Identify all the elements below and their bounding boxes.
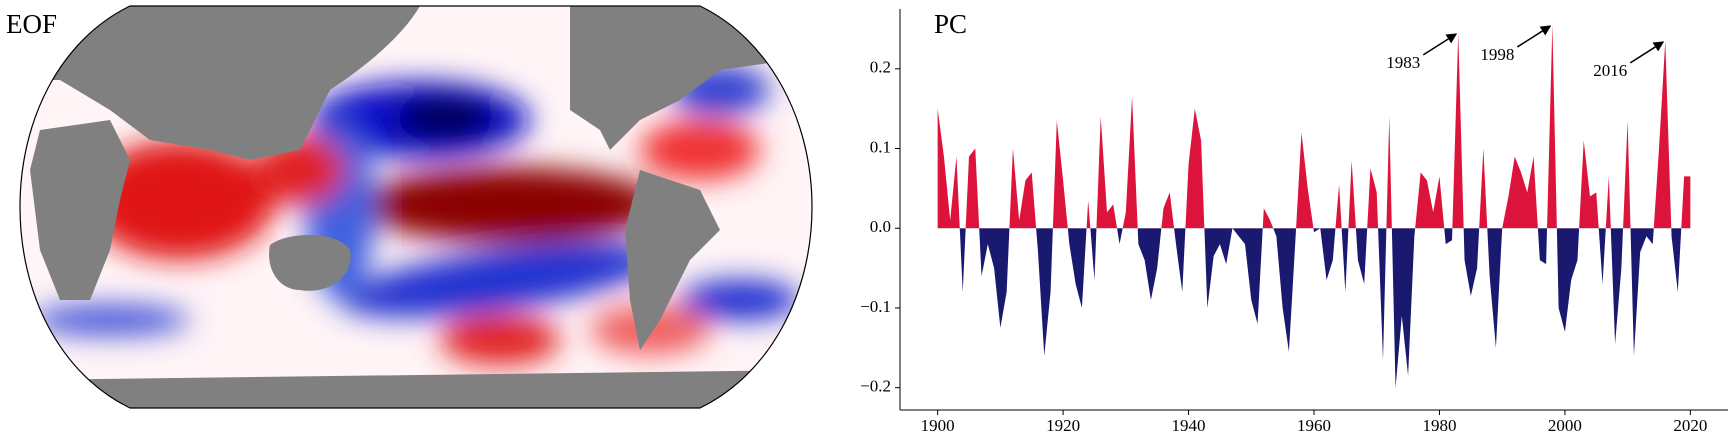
y-tick-label: −0.1 bbox=[860, 297, 891, 316]
x-tick-label: 2000 bbox=[1548, 416, 1582, 435]
annotation-label: 2016 bbox=[1593, 61, 1627, 80]
x-tick-label: 1940 bbox=[1172, 416, 1206, 435]
chart-title: PC bbox=[934, 9, 967, 39]
annotation-arrow bbox=[1516, 25, 1552, 48]
annotation-label: 1983 bbox=[1386, 53, 1420, 72]
map-outline bbox=[19, 5, 813, 409]
annotation-arrow bbox=[1629, 41, 1665, 64]
y-tick-label: 0.2 bbox=[870, 58, 891, 77]
x-tick-label: 1900 bbox=[921, 416, 955, 435]
y-tick-label: 0.0 bbox=[870, 217, 891, 236]
y-tick-label: 0.1 bbox=[870, 137, 891, 156]
annotation-arrow bbox=[1422, 33, 1458, 56]
annotation-label: 1998 bbox=[1480, 45, 1514, 64]
x-tick-label: 2020 bbox=[1673, 416, 1707, 435]
map-title: EOF bbox=[6, 9, 57, 39]
eof-map bbox=[20, 6, 812, 408]
y-tick-label: −0.2 bbox=[860, 377, 891, 396]
x-tick-label: 1960 bbox=[1297, 416, 1331, 435]
x-tick-label: 1980 bbox=[1422, 416, 1456, 435]
negative-area bbox=[937, 228, 1691, 388]
x-tick-label: 1920 bbox=[1046, 416, 1080, 435]
positive-area bbox=[937, 24, 1691, 229]
